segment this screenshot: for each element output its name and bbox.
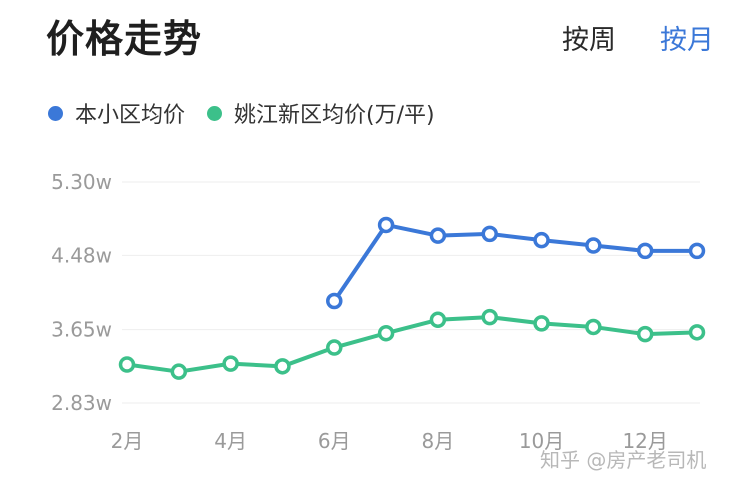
page-title: 价格走势 <box>46 17 203 61</box>
watermark: 知乎 @房产老司机 <box>540 448 707 472</box>
series-0-point-10 <box>636 242 654 260</box>
series-1-point-5 <box>377 324 395 342</box>
series-1-point-9 <box>585 318 602 336</box>
x-tick-label-2: 6月 <box>318 429 351 453</box>
series-0-point-4 <box>326 292 343 310</box>
y-tick-label-1: 4.48w <box>51 243 112 267</box>
series-line-0 <box>332 222 699 303</box>
chart-legend: 本小区均价 姚江新区均价(万/平) <box>48 97 457 129</box>
series-1-point-10 <box>636 325 654 343</box>
series-1-point-1 <box>170 363 188 380</box>
y-tick-label-2: 3.65w <box>51 318 112 342</box>
legend-item-district[interactable]: 姚江新区均价(万/平) <box>207 97 435 129</box>
series-1-point-3 <box>274 358 291 375</box>
series-1-point-7 <box>481 308 498 326</box>
series-1-point-2 <box>222 355 239 372</box>
x-tick-label-5: 12月 <box>622 429 667 453</box>
x-tick-label-4: 10月 <box>519 429 564 453</box>
legend-dot-community <box>48 105 63 121</box>
series-1-point-4 <box>326 339 343 356</box>
legend-label-district: 姚江新区均价(万/平) <box>234 103 435 128</box>
series-1-point-0 <box>118 356 136 373</box>
series-1-point-6 <box>429 311 447 329</box>
series-0-point-5 <box>377 216 395 234</box>
series-line-1 <box>125 315 699 374</box>
legend-item-community[interactable]: 本小区均价 <box>48 97 185 129</box>
x-tick-label-3: 8月 <box>422 429 455 453</box>
legend-dot-district <box>207 105 223 121</box>
series-0-point-6 <box>429 227 447 244</box>
series-0-point-11 <box>688 242 706 260</box>
toggle-by-month[interactable]: 按月 <box>660 25 714 56</box>
toggle-by-week[interactable]: 按周 <box>562 25 616 56</box>
y-tick-label-0: 5.30w <box>51 170 112 194</box>
series-0-point-8 <box>533 231 550 249</box>
series-0-point-9 <box>585 237 602 254</box>
series-1-point-8 <box>533 315 550 332</box>
y-tick-label-3: 2.83w <box>51 391 112 415</box>
series-0-point-7 <box>481 225 498 243</box>
x-tick-label-1: 4月 <box>214 429 247 453</box>
x-tick-label-0: 2月 <box>111 429 144 453</box>
legend-label-community: 本小区均价 <box>75 103 186 128</box>
series-1-point-11 <box>688 324 706 341</box>
